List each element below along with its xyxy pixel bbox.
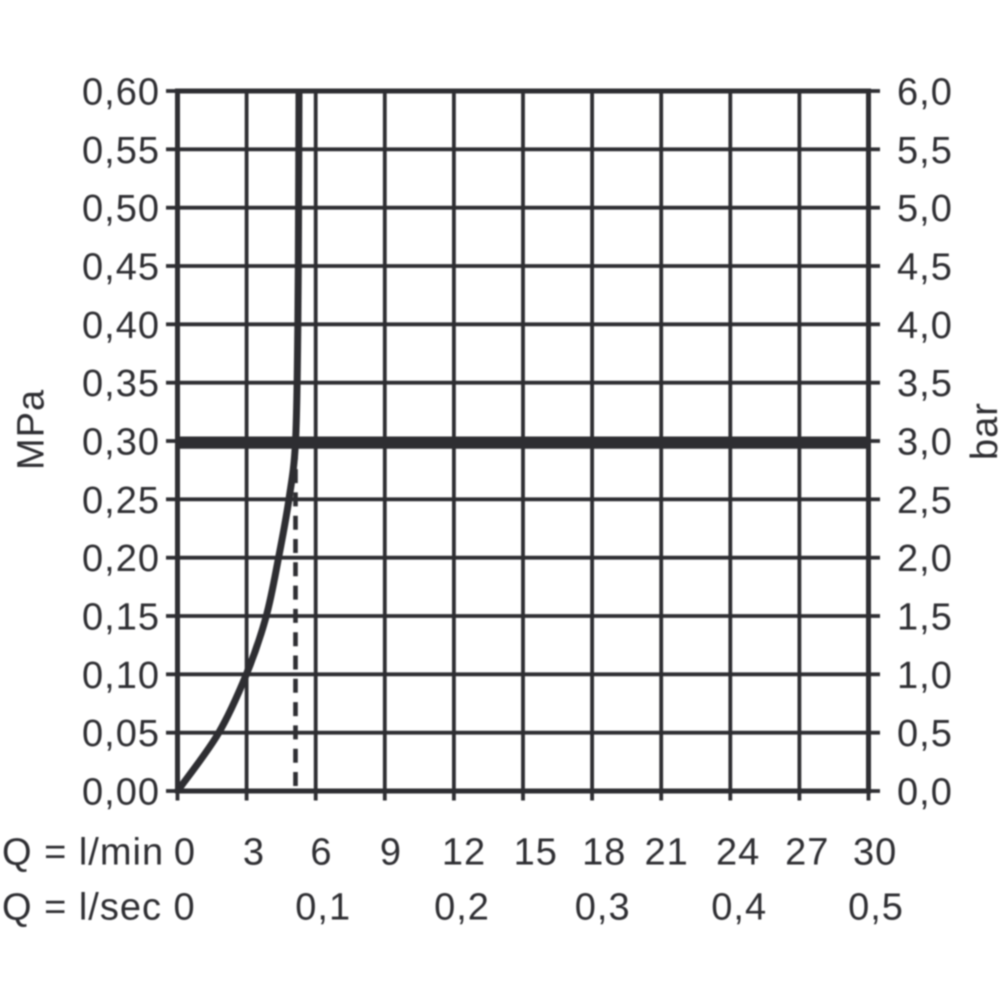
svg-text:4,0: 4,0 xyxy=(897,305,953,347)
svg-text:0: 0 xyxy=(174,832,196,874)
svg-text:0,1: 0,1 xyxy=(295,887,351,929)
svg-text:0,4: 0,4 xyxy=(711,887,767,929)
svg-text:Q = l/min: Q = l/min xyxy=(2,832,164,874)
svg-text:0,40: 0,40 xyxy=(82,305,160,347)
svg-text:3,0: 3,0 xyxy=(897,422,953,464)
svg-text:2,5: 2,5 xyxy=(897,480,953,522)
svg-text:5,5: 5,5 xyxy=(897,130,953,172)
svg-text:0,5: 0,5 xyxy=(848,887,904,929)
svg-text:MPa: MPa xyxy=(11,389,53,470)
svg-text:0,45: 0,45 xyxy=(82,247,160,289)
svg-text:30: 30 xyxy=(853,832,897,874)
svg-text:0,05: 0,05 xyxy=(82,713,160,755)
svg-text:1,5: 1,5 xyxy=(897,597,953,639)
svg-text:1,0: 1,0 xyxy=(897,655,953,697)
svg-text:18: 18 xyxy=(582,832,626,874)
svg-text:24: 24 xyxy=(716,832,760,874)
svg-text:0,35: 0,35 xyxy=(82,363,160,405)
svg-text:0,2: 0,2 xyxy=(434,887,490,929)
svg-text:0,0: 0,0 xyxy=(897,772,953,814)
svg-text:6,0: 6,0 xyxy=(897,72,953,114)
svg-text:3,5: 3,5 xyxy=(897,363,953,405)
svg-text:0,25: 0,25 xyxy=(82,480,160,522)
svg-text:5,0: 5,0 xyxy=(897,188,953,230)
svg-text:6: 6 xyxy=(310,832,332,874)
svg-text:3: 3 xyxy=(243,832,265,874)
svg-text:bar: bar xyxy=(964,402,1000,460)
svg-text:0,20: 0,20 xyxy=(82,538,160,580)
svg-text:0,00: 0,00 xyxy=(82,772,160,814)
svg-text:27: 27 xyxy=(785,832,829,874)
svg-text:21: 21 xyxy=(645,832,689,874)
svg-text:4,5: 4,5 xyxy=(897,247,953,289)
svg-text:0: 0 xyxy=(174,887,196,929)
svg-text:2,0: 2,0 xyxy=(897,538,953,580)
svg-text:0,60: 0,60 xyxy=(82,72,160,114)
svg-text:0,55: 0,55 xyxy=(82,130,160,172)
svg-text:12: 12 xyxy=(442,832,486,874)
svg-text:0,10: 0,10 xyxy=(82,655,160,697)
svg-text:0,5: 0,5 xyxy=(897,713,953,755)
svg-text:15: 15 xyxy=(514,832,558,874)
svg-text:0,50: 0,50 xyxy=(82,188,160,230)
svg-text:Q = l/sec: Q = l/sec xyxy=(2,887,162,929)
svg-text:9: 9 xyxy=(380,832,402,874)
svg-text:0,30: 0,30 xyxy=(82,422,160,464)
svg-text:0,15: 0,15 xyxy=(82,597,160,639)
svg-text:0,3: 0,3 xyxy=(575,887,631,929)
